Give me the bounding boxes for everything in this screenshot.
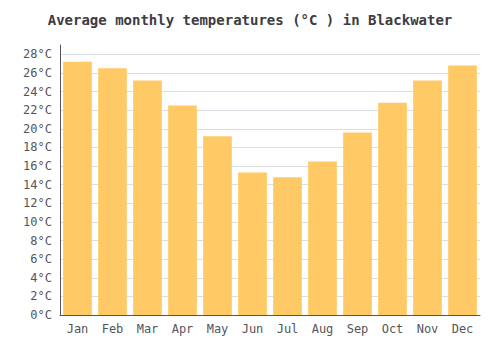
svg-text:Aug: Aug	[312, 322, 334, 336]
svg-text:4°C: 4°C	[30, 271, 52, 285]
svg-text:22°C: 22°C	[23, 103, 52, 117]
svg-text:Apr: Apr	[172, 322, 194, 336]
svg-text:Oct: Oct	[382, 322, 404, 336]
svg-text:Dec: Dec	[452, 322, 474, 336]
svg-text:18°C: 18°C	[23, 140, 52, 154]
svg-text:Feb: Feb	[102, 322, 124, 336]
svg-text:Jun: Jun	[242, 322, 264, 336]
svg-text:Jan: Jan	[67, 322, 89, 336]
svg-text:2°C: 2°C	[30, 289, 52, 303]
svg-text:0°C: 0°C	[30, 308, 52, 322]
svg-text:Mar: Mar	[137, 322, 159, 336]
svg-text:May: May	[207, 322, 229, 336]
svg-text:Jul: Jul	[277, 322, 299, 336]
svg-text:14°C: 14°C	[23, 178, 52, 192]
svg-text:26°C: 26°C	[23, 66, 52, 80]
svg-text:Average monthly temperatures (: Average monthly temperatures (°C ) in Bl…	[48, 12, 453, 28]
svg-text:8°C: 8°C	[30, 234, 52, 248]
svg-text:24°C: 24°C	[23, 85, 52, 99]
svg-text:28°C: 28°C	[23, 47, 52, 61]
svg-text:10°C: 10°C	[23, 215, 52, 229]
svg-text:12°C: 12°C	[23, 196, 52, 210]
svg-text:20°C: 20°C	[23, 122, 52, 136]
svg-text:16°C: 16°C	[23, 159, 52, 173]
svg-text:Nov: Nov	[417, 322, 439, 336]
svg-text:Sep: Sep	[347, 322, 369, 336]
svg-text:6°C: 6°C	[30, 252, 52, 266]
